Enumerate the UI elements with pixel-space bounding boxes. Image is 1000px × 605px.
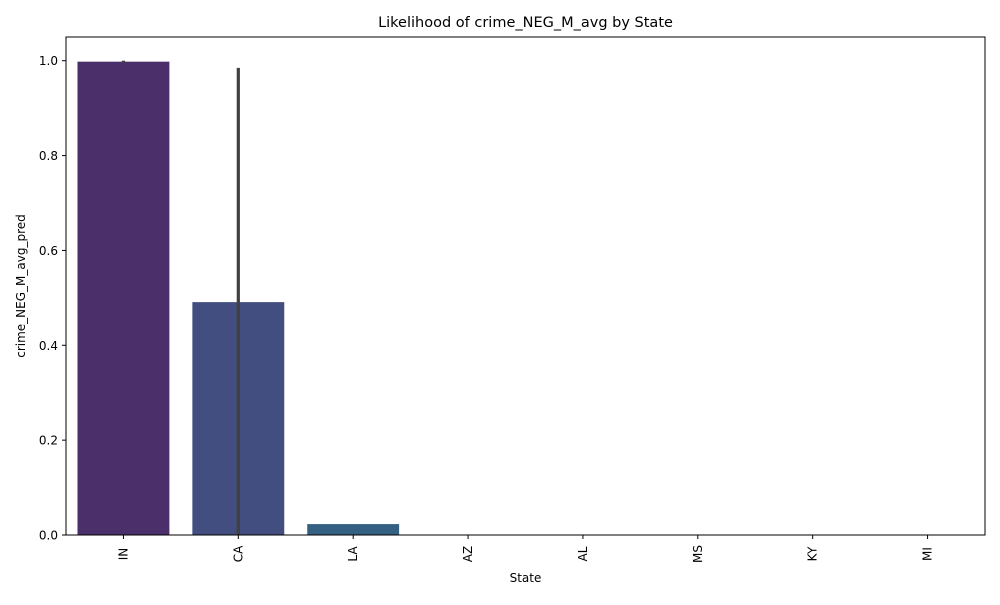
x-axis: IN CA LA AZ AL MS KY MI bbox=[116, 535, 935, 563]
x-tick-label-ms: MS bbox=[691, 545, 705, 563]
y-axis: 0.0 0.2 0.4 0.6 0.8 1.0 bbox=[39, 54, 66, 543]
bar-la bbox=[307, 524, 400, 535]
x-tick-label-la: LA bbox=[346, 546, 360, 562]
x-tick-label-mi: MI bbox=[921, 547, 935, 561]
error-bars-group bbox=[121, 60, 240, 535]
y-tick-label: 0.8 bbox=[39, 149, 58, 163]
y-tick-label: 0.4 bbox=[39, 339, 58, 353]
y-tick-label: 0.6 bbox=[39, 244, 58, 258]
y-tick-label: 1.0 bbox=[39, 54, 58, 68]
x-tick-label-al: AL bbox=[576, 546, 590, 561]
x-tick-label-ky: KY bbox=[806, 546, 820, 561]
x-axis-label: State bbox=[510, 571, 542, 585]
x-tick-label-in: IN bbox=[116, 548, 130, 561]
x-tick-label-ca: CA bbox=[231, 545, 245, 562]
y-tick-label: 0.2 bbox=[39, 434, 58, 448]
x-tick-label-az: AZ bbox=[461, 546, 475, 562]
bar-in bbox=[77, 61, 170, 536]
chart-title: Likelihood of crime_NEG_M_avg by State bbox=[378, 15, 673, 31]
y-axis-label: crime_NEG_M_avg_pred bbox=[14, 214, 28, 358]
y-tick-label: 0.0 bbox=[39, 529, 58, 543]
plot-frame bbox=[65, 36, 986, 536]
